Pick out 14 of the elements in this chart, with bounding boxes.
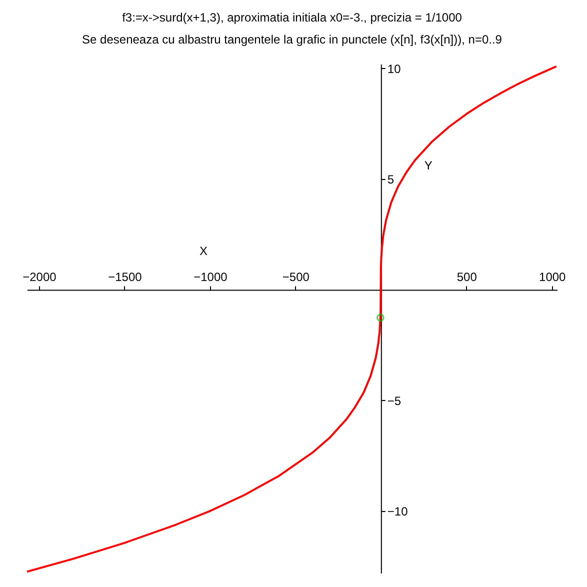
chart-subtitle: Se deseneaza cu albastru tangentele la grafic in punctele (x[n], f3(x[n])), n=0..9 bbox=[82, 32, 502, 46]
y-tick-label: −10 bbox=[387, 504, 408, 519]
x-tick-label: −500 bbox=[282, 270, 310, 284]
y-tick-label: −5 bbox=[387, 394, 402, 408]
x-tick-label: −1500 bbox=[108, 270, 142, 284]
x-axis-title: X bbox=[199, 244, 208, 258]
x-tick-label: 500 bbox=[456, 270, 478, 284]
x-tick-label: −1000 bbox=[194, 270, 228, 284]
y-axis-title: Y bbox=[424, 158, 432, 172]
y-tick-label: 5 bbox=[387, 172, 394, 187]
chart-title: f3:=x->surd(x+1,3), aproximatia initiala x0=-3., precizia = 1/1000 bbox=[122, 10, 462, 24]
y-tick-label: 10 bbox=[387, 62, 402, 76]
x-tick-label: 1000 bbox=[539, 270, 566, 284]
x-tick-label: −2000 bbox=[22, 270, 57, 284]
